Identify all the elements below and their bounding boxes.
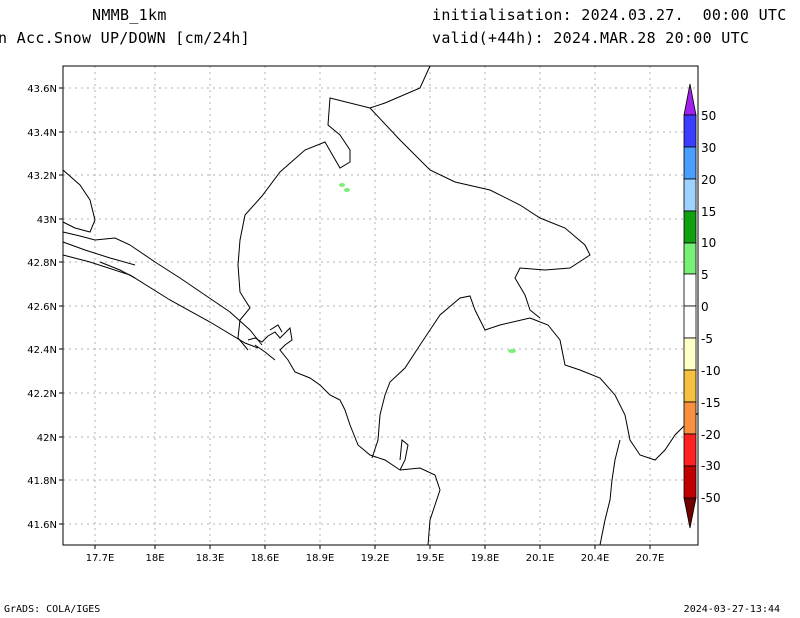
lat-label: 41.8N [27,476,57,487]
colorbar-label: 20 [701,173,716,187]
colorbar [683,83,697,529]
lat-label: 43.4N [27,128,57,139]
colorbar-label: 5 [701,268,709,282]
map-grid [63,66,698,545]
colorbar-label: -50 [701,491,721,505]
valid-time: valid(+44h): 2024.MAR.28 20:00 UTC [432,29,750,47]
variable-title: n Acc.Snow UP/DOWN [cm/24h] [0,29,250,47]
lon-label: 18.6E [251,553,280,564]
colorbar-label: 30 [701,141,716,155]
lat-label: 43.6N [27,84,57,95]
colorbar-label: 0 [701,300,709,314]
lon-label: 19.8E [471,553,500,564]
lon-label: 19.5E [416,553,445,564]
lon-label: 18.9E [306,553,335,564]
lon-label: 20.1E [526,553,555,564]
lat-label: 42.2N [27,389,57,400]
lat-label: 43N [37,215,57,226]
colorbar-label: 15 [701,205,716,219]
colorbar-label: -10 [701,364,721,378]
lon-label: 18.3E [196,553,225,564]
lat-label: 42.4N [27,345,57,356]
borders [62,65,699,546]
render-timestamp: 2024-03-27-13:44 [683,604,780,615]
plot-frame [62,65,699,546]
colorbar-label: -15 [701,396,721,410]
colorbar-label: 50 [701,109,716,123]
colorbar-label: -5 [701,332,713,346]
snow-patches [339,183,516,353]
lon-label: 20.4E [581,553,610,564]
model-title: NMMB_1km [92,6,167,24]
lon-label: 20.7E [636,553,665,564]
lon-label: 18E [145,553,164,564]
colorbar-label: 10 [701,236,716,250]
lat-label: 41.6N [27,520,57,531]
lat-label: 43.2N [27,171,57,182]
lat-label: 42.8N [27,258,57,269]
colorbar-label: -30 [701,459,721,473]
init-time: initialisation: 2024.03.27. 00:00 UTC [432,6,787,24]
colorbar-label: -20 [701,428,721,442]
lat-label: 42.6N [27,302,57,313]
lat-label: 42N [37,433,57,444]
grads-credit: GrADS: COLA/IGES [4,604,101,615]
axis-ticks [59,87,651,549]
lon-label: 17.7E [86,553,115,564]
lon-label: 19.2E [361,553,390,564]
